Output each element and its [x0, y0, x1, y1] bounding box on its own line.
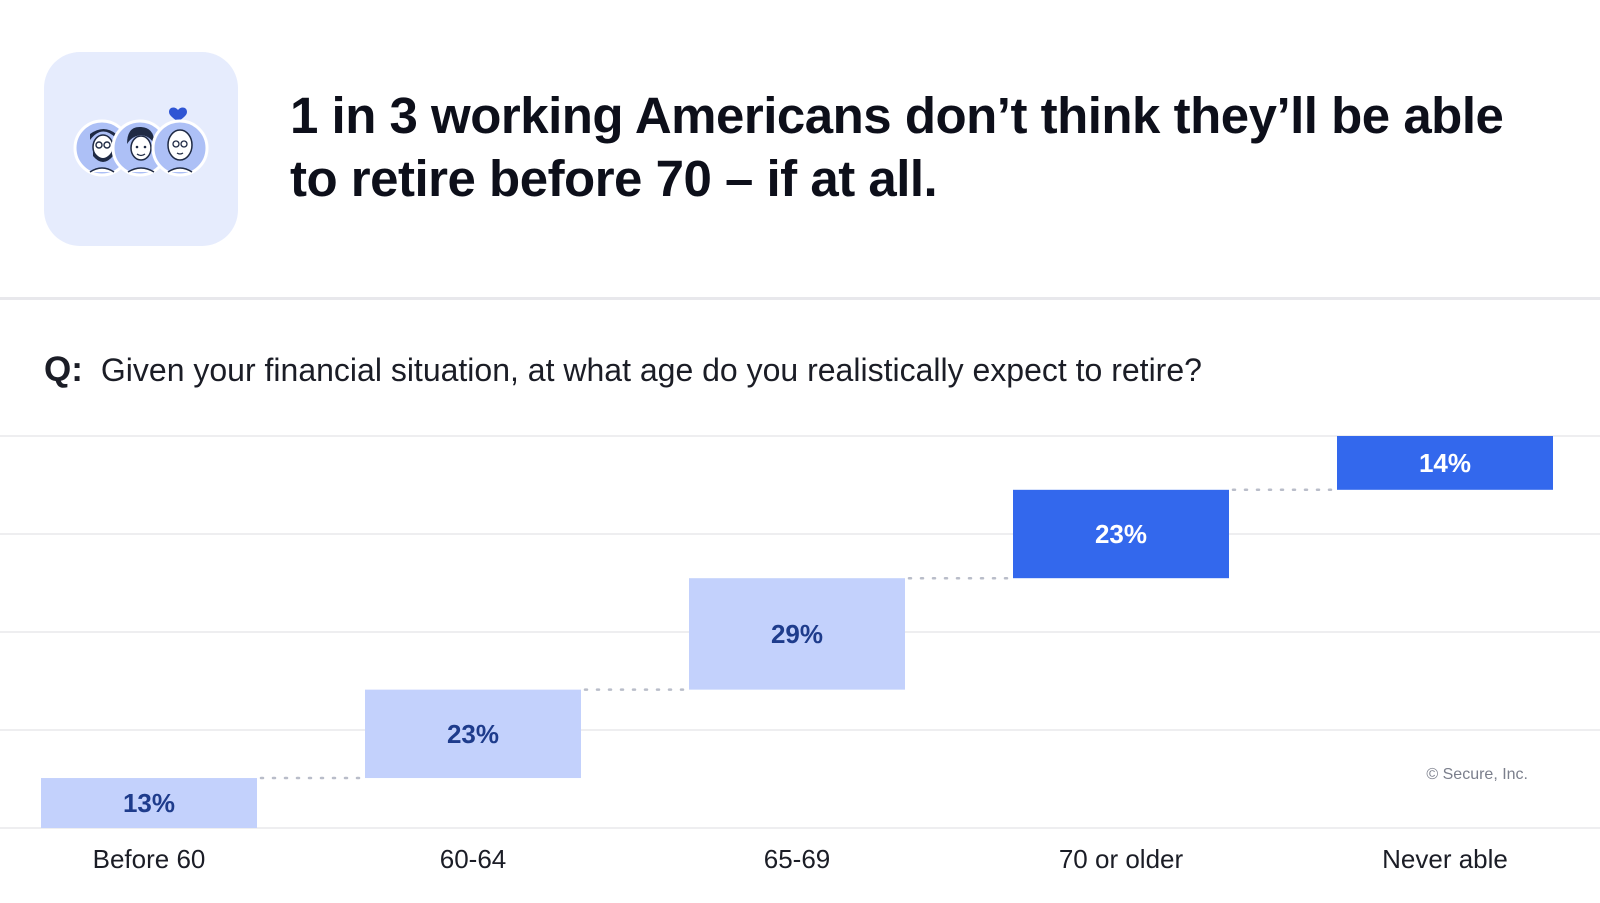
- bar-65-69: [689, 578, 905, 690]
- headline: 1 in 3 working Americans don’t think the…: [290, 87, 1504, 207]
- question-prefix: Q:: [44, 350, 83, 389]
- data-label: 29%: [771, 619, 823, 649]
- source-credit: © Secure, Inc.: [1426, 766, 1528, 783]
- bar-never-able: [1337, 436, 1553, 490]
- category-label: 70 or older: [1059, 844, 1184, 874]
- bar-before-60: [41, 778, 257, 828]
- survey-question: Q: Given your financial situation, at wha…: [44, 350, 1202, 390]
- category-label: Never able: [1382, 844, 1508, 874]
- category-label: 65-69: [764, 844, 831, 874]
- data-label: 13%: [123, 788, 175, 818]
- group-of-people-with-heart-icon: [73, 107, 209, 177]
- category-label: 60-64: [440, 844, 507, 874]
- data-label: 14%: [1419, 448, 1471, 478]
- people-illustration-tile: [44, 52, 238, 246]
- bar-70-or-older: [1013, 489, 1229, 579]
- question-text: Given your financial situation, at what …: [100, 352, 1202, 388]
- bar-60-64: [365, 689, 581, 779]
- category-label: Before 60: [93, 844, 206, 874]
- section-divider: [0, 297, 1600, 300]
- data-label: 23%: [447, 719, 499, 749]
- data-label: 23%: [1095, 519, 1147, 549]
